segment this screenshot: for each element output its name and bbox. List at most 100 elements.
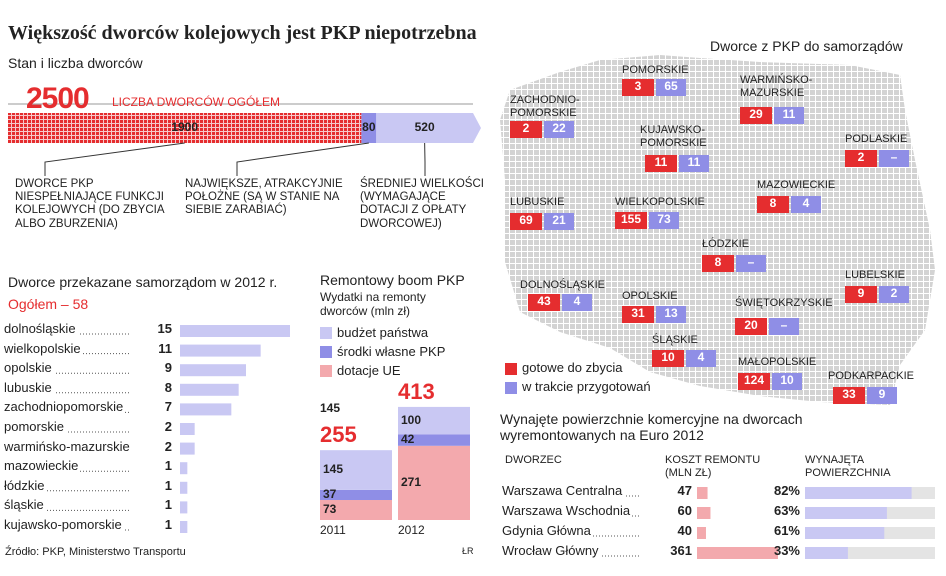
legend-swatch: [320, 327, 332, 339]
chart-title: Dworce przekazane samorządom w 2012 r.: [8, 274, 278, 290]
region-box: [656, 306, 686, 323]
legend-swatch: [505, 363, 517, 375]
segment-name: DWORCE PKP NIESPEŁNIAJĄCE FUNKCJI KOLEJO…: [15, 178, 164, 230]
cost-bar: [697, 527, 706, 539]
legend-swatch: [320, 365, 332, 377]
box-value: –: [890, 150, 898, 164]
region-box: [735, 318, 767, 335]
region-box: [738, 373, 770, 390]
region-name: LUBUSKIE: [510, 196, 565, 208]
cost-value: 361: [640, 543, 692, 559]
bar-arrow: [473, 113, 481, 143]
box-value: –: [780, 318, 788, 332]
legend-swatch: [320, 346, 332, 358]
region-box: [867, 387, 897, 404]
value-label: 1: [130, 478, 172, 494]
box-value: 2: [890, 286, 898, 300]
category-label: 2011: [320, 523, 346, 537]
empty-box: [736, 255, 766, 272]
segment-value: 145: [323, 462, 344, 477]
segment-value: 520: [414, 120, 435, 134]
value-label: 9: [130, 360, 172, 377]
box-value: 73: [657, 212, 671, 226]
box-value: 13: [664, 306, 678, 320]
box-value: 10: [661, 350, 675, 364]
value-label: 1: [130, 497, 172, 514]
category-label: warmińsko-mazurskie: [4, 438, 132, 455]
share-value: 63%: [773, 503, 800, 518]
box-value: 20: [744, 318, 758, 332]
share-bar: [805, 547, 848, 559]
bar: [180, 481, 188, 494]
box-value: 2: [522, 121, 530, 135]
value-label: 11: [130, 341, 172, 357]
region-name: DOLNOŚLĄSKIE: [520, 279, 605, 291]
bar: [180, 383, 239, 396]
map-outline: [500, 55, 935, 405]
box-value: 22: [552, 121, 566, 135]
category-label: lubuskie: [4, 379, 54, 396]
source: Źródło: PKP, Ministerstwo Transportu: [5, 546, 186, 558]
category-label: śląskie: [4, 497, 46, 514]
category-label: zachodniopomorskie: [4, 399, 126, 416]
region-box: [772, 373, 802, 390]
segment-value: 80: [362, 120, 376, 134]
column-header: DWORZEC: [505, 454, 562, 466]
column-header: WYNAJĘTA POWIERZCHNIA: [805, 454, 891, 479]
bar: [180, 521, 188, 533]
box-value: 11: [782, 107, 796, 121]
cost-value: 47: [640, 483, 692, 499]
box-value: 65: [664, 79, 678, 93]
region-name: PODKARPACKIE: [828, 370, 914, 382]
category-label: kujawsko-pomorskie: [4, 517, 124, 533]
chart-title: Dworce z PKP do samorządów: [710, 38, 903, 54]
region-name: ŚWIĘTOKRZYSKIE: [735, 297, 833, 309]
region-name: MAŁOPOLSKIE: [738, 356, 817, 368]
row-label: Warszawa Wschodnia: [502, 503, 633, 519]
segment: [8, 113, 362, 143]
region-box: [879, 286, 909, 303]
region-box: [845, 150, 877, 167]
region-box: [622, 306, 654, 323]
region-name: PODLASKIE: [845, 133, 908, 145]
category-label: dolnośląskie: [4, 321, 78, 337]
total-value: 2500: [26, 82, 90, 115]
region-box: [528, 294, 560, 311]
value-label: 1: [130, 517, 172, 533]
bar-segment: [398, 434, 470, 446]
share-bar: [805, 527, 885, 539]
category-label: 2012: [398, 523, 425, 537]
bar: [180, 364, 246, 377]
share-value: 33%: [773, 543, 800, 558]
chart-subtitle: Wydatki na remonty dworców (mln zł): [320, 290, 426, 318]
legend-swatch: [505, 382, 517, 394]
segment-name: NAJWIĘKSZE, ATRAKCYJNIE POŁOŻNE (SĄ W ST…: [185, 178, 343, 217]
bar-segment: [398, 406, 470, 435]
legend-label: budżet państwa: [337, 325, 429, 340]
chart-title: Wynajęte powierzchnie komercyjne na dwor…: [500, 411, 803, 444]
value-label: 15: [130, 321, 172, 337]
region-box: [686, 350, 716, 367]
legend-label: środki własne PKP: [337, 344, 446, 359]
region-box: [544, 213, 574, 230]
share-bar: [805, 487, 912, 499]
segment-value: 1900: [171, 120, 199, 134]
region-box: [791, 196, 821, 213]
segment-value: 271: [401, 474, 422, 489]
region-box: [544, 121, 574, 138]
box-value: 11: [654, 155, 668, 169]
bar: [180, 501, 188, 514]
row-label: Warszawa Centralna: [502, 483, 625, 499]
cost-bar: [697, 487, 708, 499]
region-box: [652, 350, 684, 367]
region-box: [615, 212, 647, 229]
box-value: 11: [687, 155, 701, 169]
region-box: [702, 255, 734, 272]
segment-value: 37: [323, 486, 337, 501]
region-box: [510, 213, 542, 230]
box-value: 8: [769, 196, 777, 210]
legend-label: w trakcie przygotowań: [522, 379, 651, 394]
region-box: [510, 121, 542, 138]
